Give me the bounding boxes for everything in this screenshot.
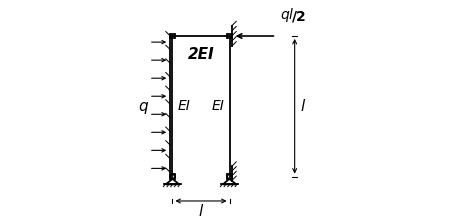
Text: l: l <box>199 204 203 219</box>
Text: $\bf{/2}$: $\bf{/2}$ <box>291 9 306 24</box>
Bar <box>170 174 175 179</box>
Text: 2EI: 2EI <box>188 47 214 62</box>
Text: q: q <box>138 99 147 114</box>
Text: EI: EI <box>177 99 190 113</box>
Bar <box>227 174 232 179</box>
Bar <box>170 34 175 38</box>
Text: $ql$: $ql$ <box>280 6 295 24</box>
Text: EI: EI <box>212 99 225 113</box>
Bar <box>227 34 232 38</box>
Text: l: l <box>301 99 305 114</box>
